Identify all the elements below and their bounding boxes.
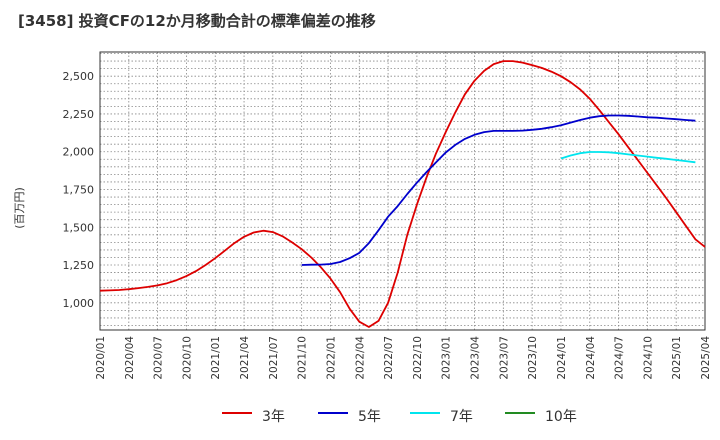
x-tick-label: 2024/01 <box>556 336 568 380</box>
x-tick-label: 2024/07 <box>614 336 626 380</box>
x-tick-label: 2022/04 <box>354 336 366 380</box>
x-tick-label: 2023/04 <box>470 336 482 380</box>
x-tick-label: 2023/01 <box>441 336 453 380</box>
y-tick-label: 2,250 <box>63 108 95 121</box>
x-tick-label: 2020/07 <box>153 336 165 380</box>
series-line-5年 <box>301 114 696 266</box>
x-tick-label: 2022/07 <box>383 336 395 380</box>
y-tick-label: 2,000 <box>63 146 95 159</box>
legend-swatch-10年 <box>505 412 535 414</box>
y-tick-label: 1,000 <box>63 297 95 310</box>
legend-label-5年: 5年 <box>358 409 381 425</box>
x-tick-label: 2020/01 <box>95 336 107 380</box>
legend-label-7年: 7年 <box>450 409 473 425</box>
x-tick-label: 2022/01 <box>325 336 337 380</box>
x-tick-label: 2024/10 <box>642 336 654 380</box>
plot-area <box>100 52 705 330</box>
x-tick-label: 2025/04 <box>700 336 712 380</box>
series-line-7年 <box>560 151 696 164</box>
legend-swatch-7年 <box>410 412 440 414</box>
x-tick-label: 2020/10 <box>181 336 193 380</box>
x-tick-label: 2025/01 <box>671 336 683 380</box>
x-tick-label: 2024/04 <box>585 336 597 380</box>
legend-label-10年: 10年 <box>545 409 577 425</box>
legend-swatch-3年 <box>222 412 252 414</box>
y-tick-label: 1,250 <box>63 259 95 272</box>
y-tick-label: 1,750 <box>63 183 95 196</box>
x-tick-label: 2020/04 <box>124 336 136 380</box>
legend-label-3年: 3年 <box>262 409 285 425</box>
x-tick-label: 2021/10 <box>297 336 309 380</box>
line-chart: 1,000 1,250 1,500 1,750 2,000 2,250 2,500 2020/… <box>63 51 712 380</box>
x-tick-label: 2021/07 <box>268 336 280 380</box>
plot-frame <box>99 51 706 331</box>
x-tick-label: 2021/04 <box>239 336 251 380</box>
legend: 3年 5年 7年 10年 <box>0 402 720 430</box>
legend-swatch-5年 <box>318 412 348 414</box>
y-tick-label: 1,500 <box>63 221 95 234</box>
x-tick-label: 2023/07 <box>498 336 510 380</box>
y-tick-label: 2,500 <box>63 70 95 83</box>
chart-title: [3458] 投資CFの12か月移動合計の標準偏差の推移 <box>18 12 376 30</box>
x-tick-label: 2023/10 <box>527 336 539 380</box>
x-tick-label: 2021/01 <box>210 336 222 380</box>
x-tick-label: 2022/10 <box>412 336 424 380</box>
